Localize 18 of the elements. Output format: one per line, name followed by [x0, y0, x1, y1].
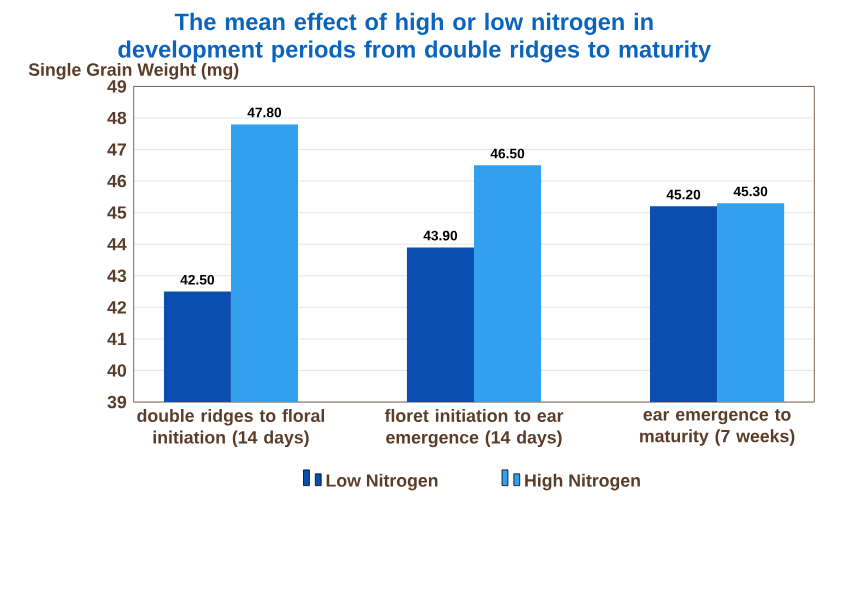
- y-tick-label: 44: [107, 238, 127, 251]
- y-tick-label: 47: [107, 143, 126, 156]
- x-tick-label: floret initiation to ear emergence (14 days): [384, 409, 564, 448]
- legend-label: High Nitrogen: [525, 473, 640, 491]
- x-tick-label: ear emergence to maturity (7 weeks): [640, 409, 795, 446]
- y-tick-label: 40: [107, 364, 127, 377]
- y-tick-label: 48: [107, 111, 127, 125]
- y-tick-label: 49: [107, 80, 127, 93]
- chart-title: The mean effect of high or low nitrogen in development periods from double ridges to maturity: [118, 13, 711, 63]
- y-axis-title: Single Grain Weight (mg): [28, 63, 239, 80]
- legend-label: Low Nitrogen: [326, 473, 438, 491]
- x-tick-label: double ridges to floral initiation (14 days): [137, 409, 325, 448]
- y-tick-label: 45: [107, 206, 127, 219]
- y-tick-label: 41: [107, 332, 127, 346]
- y-tick-label: 46: [107, 174, 127, 188]
- y-tick-label: 42: [107, 301, 127, 314]
- y-tick-label: 43: [107, 269, 127, 283]
- y-tick-label: 39: [107, 395, 127, 409]
